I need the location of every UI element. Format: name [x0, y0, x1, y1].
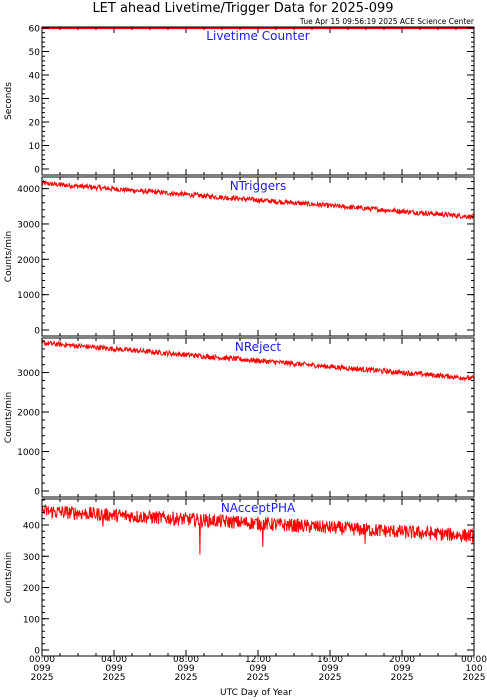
y-tick-label: 400: [23, 522, 40, 532]
panel-label: Livetime Counter: [206, 29, 309, 43]
x-tick-label: 08:00: [173, 655, 199, 665]
chart-title: LET ahead Livetime/Trigger Data for 2025…: [92, 1, 393, 16]
x-tick-label: 100: [465, 664, 482, 674]
x-tick-label: 2025: [175, 673, 198, 683]
x-tick-label: 099: [177, 664, 194, 674]
panel-label: NAcceptPHA: [221, 501, 296, 515]
y-tick-label: 60: [29, 25, 41, 35]
y-tick-label: 100: [23, 615, 40, 625]
x-tick-label: 099: [321, 664, 338, 674]
y-tick-label: 3000: [17, 369, 40, 379]
y-tick-label: 0: [34, 166, 40, 176]
x-tick-label: 099: [249, 664, 266, 674]
y-tick-label: 200: [23, 584, 40, 594]
chart-panels: 0 10 20 30 40 50 60 Seconds Livetime Counter 0 100…: [4, 25, 475, 657]
x-axis-label: UTC Day of Year: [220, 688, 292, 698]
x-tick-label: 2025: [103, 673, 126, 683]
x-tick-label: 12:00: [245, 655, 271, 665]
x-axis: 00:00099202504:00099202508:00099202512:0…: [29, 655, 487, 683]
panel-frame: [41, 337, 475, 498]
y-tick-label: 4000: [17, 185, 40, 195]
x-tick-label: 099: [105, 664, 122, 674]
y-axis-label: Counts/min: [4, 552, 14, 603]
y-axis-label: Counts/min: [4, 231, 14, 282]
x-tick-label: 2025: [391, 673, 414, 683]
x-tick-label: 099: [33, 664, 50, 674]
y-tick-label: 2000: [17, 256, 40, 266]
y-tick-label: 0: [34, 647, 40, 657]
y-tick-label: 0: [34, 327, 40, 337]
panel-2: 0 1000 2000 3000 4000 Counts/min NTriggers: [4, 176, 475, 337]
x-tick-label: 099: [393, 664, 410, 674]
x-tick-label: 2025: [247, 673, 270, 683]
y-tick-label: 20: [29, 119, 41, 129]
panel-label: NTriggers: [230, 179, 287, 193]
y-tick-label: 2000: [17, 409, 40, 419]
x-tick-label: 04:00: [101, 655, 127, 665]
y-tick-label: 1000: [17, 291, 40, 301]
y-axis-label: Counts/min: [4, 392, 14, 443]
x-tick-label: 2025: [31, 673, 54, 683]
y-tick-label: 300: [23, 553, 40, 563]
x-tick-label: 00:00: [461, 655, 487, 665]
y-tick-label: 3000: [17, 220, 40, 230]
panel-1: 0 10 20 30 40 50 60 Seconds Livetime Counter: [4, 25, 475, 176]
panel-4: 0 100 200 300 400 Counts/min NAcceptPHA: [4, 498, 475, 657]
y-tick-label: 40: [29, 72, 41, 82]
series-line: [41, 179, 475, 220]
x-tick-label: 16:00: [317, 655, 343, 665]
panel-3: 0 1000 2000 3000 Counts/min NReject: [4, 337, 475, 498]
chart-subtitle: Tue Apr 15 09:56:19 2025 ACE Science Cen…: [299, 17, 475, 26]
y-tick-label: 0: [34, 488, 40, 498]
y-tick-label: 1000: [17, 448, 40, 458]
y-tick-label: 50: [29, 48, 41, 58]
y-tick-label: 10: [29, 142, 41, 152]
panel-frame: [41, 26, 475, 176]
x-tick-label: 20:00: [389, 655, 415, 665]
x-tick-label: 00:00: [29, 655, 55, 665]
panel-label: NReject: [235, 340, 281, 354]
x-tick-label: 2025: [463, 673, 486, 683]
series-line: [41, 504, 475, 555]
y-axis-label: Seconds: [4, 82, 14, 120]
series-line: [41, 339, 475, 382]
y-tick-label: 30: [29, 95, 41, 105]
x-tick-label: 2025: [319, 673, 342, 683]
